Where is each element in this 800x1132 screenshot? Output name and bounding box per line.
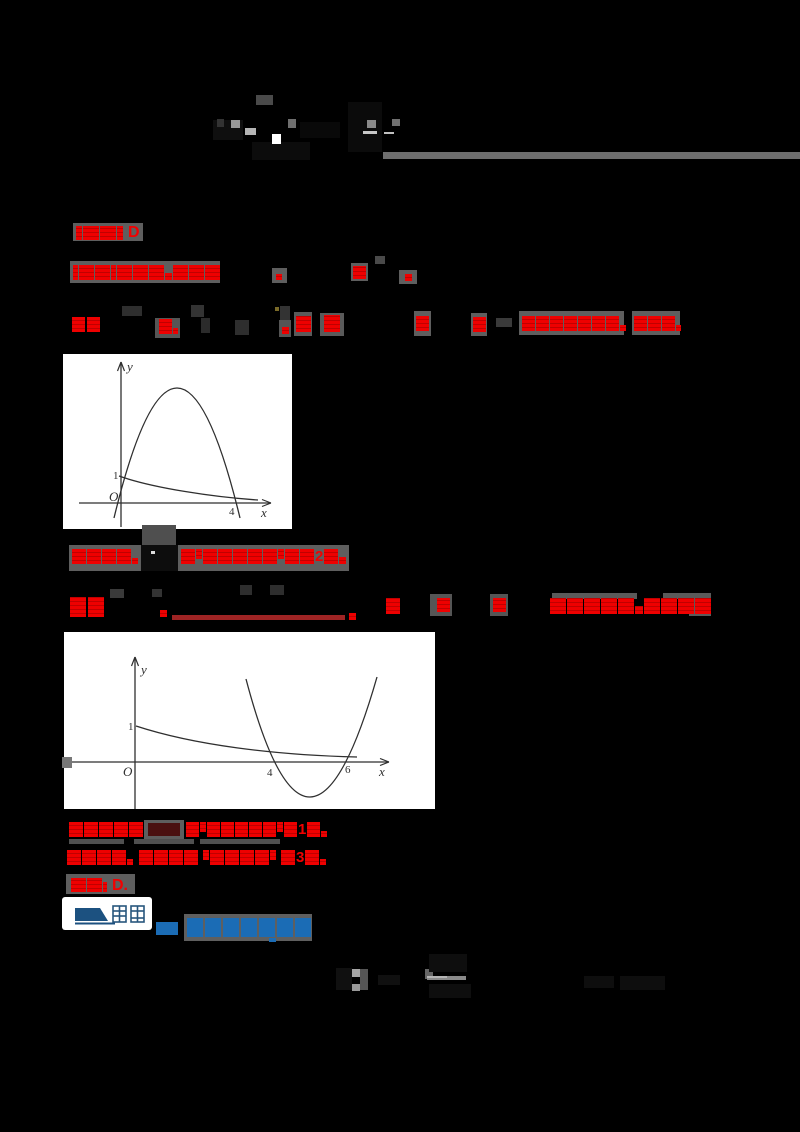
svg-text:x: x	[260, 505, 267, 520]
svg-text:O: O	[123, 764, 133, 779]
svg-text:1: 1	[113, 470, 119, 482]
svg-text:4: 4	[229, 506, 235, 518]
svg-text:y: y	[125, 359, 133, 374]
svg-text:y: y	[139, 662, 147, 677]
svg-text:x: x	[378, 764, 385, 779]
svg-text:1: 1	[128, 721, 134, 733]
svg-text:6: 6	[345, 764, 351, 776]
svg-text:O: O	[109, 489, 119, 504]
svg-text:4: 4	[267, 767, 273, 779]
